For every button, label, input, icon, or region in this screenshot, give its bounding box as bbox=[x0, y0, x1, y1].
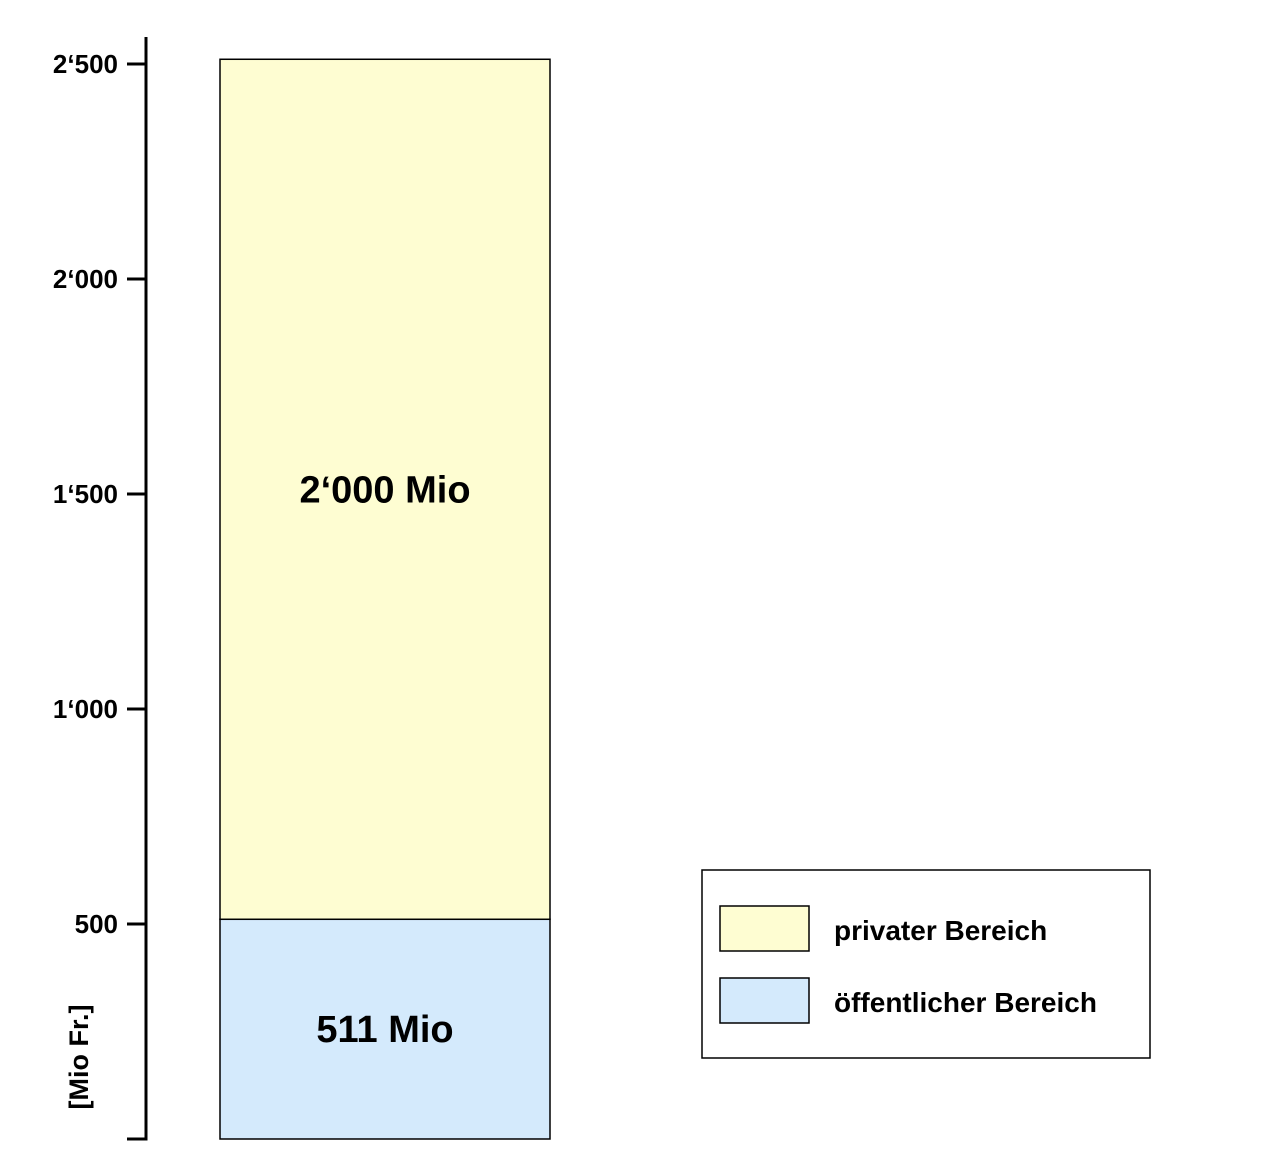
legend-swatch bbox=[719, 905, 810, 952]
bar-segment bbox=[219, 58, 551, 921]
stacked-bar: 511 Mio 2‘000 Mio bbox=[219, 58, 551, 1140]
legend-label: privater Bereich bbox=[834, 915, 1047, 946]
legend: privater Bereich öffentlicher Bereich bbox=[701, 869, 1151, 1059]
y-tick-label: 500 bbox=[75, 909, 118, 939]
legend-swatch bbox=[719, 977, 810, 1024]
y-tick-label: 1‘000 bbox=[53, 694, 118, 724]
y-axis-unit-label: [Mio Fr.] bbox=[64, 1005, 94, 1110]
y-tick-label: 1‘500 bbox=[53, 479, 118, 509]
bar-segment-label: 2‘000 Mio bbox=[299, 469, 470, 511]
legend-box bbox=[701, 869, 1151, 1059]
bar-segment-label: 511 Mio bbox=[316, 1009, 453, 1051]
y-tick-label: 2‘000 bbox=[53, 264, 118, 294]
legend-label: öffentlicher Bereich bbox=[834, 987, 1097, 1018]
y-axis: 500 1‘000 1‘500 2‘000 2‘500 bbox=[53, 37, 148, 1141]
bar-segment bbox=[219, 918, 551, 1140]
y-tick-label: 2‘500 bbox=[53, 49, 118, 79]
